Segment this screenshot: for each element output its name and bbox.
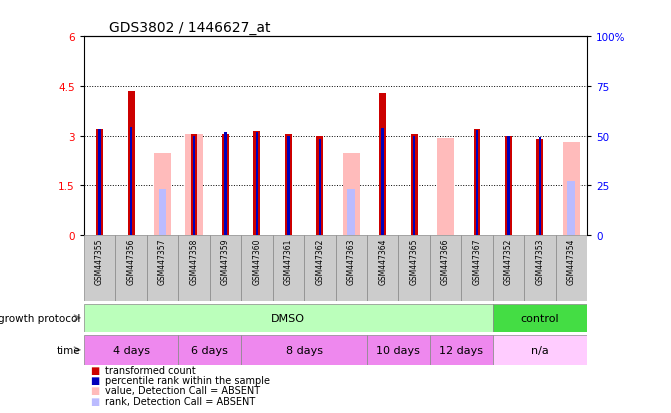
Bar <box>287 136 290 235</box>
Text: GSM447367: GSM447367 <box>472 238 482 285</box>
Bar <box>430 335 493 365</box>
Text: 12 days: 12 days <box>440 345 483 355</box>
Bar <box>505 136 512 235</box>
Bar <box>493 235 524 301</box>
Bar <box>537 140 544 235</box>
Bar <box>379 94 386 235</box>
Bar <box>413 136 415 235</box>
Bar <box>381 129 384 235</box>
Bar <box>193 136 195 235</box>
Bar <box>437 139 454 235</box>
Bar <box>127 92 134 235</box>
Text: control: control <box>521 313 559 323</box>
Bar <box>399 235 430 301</box>
Bar <box>96 130 103 235</box>
Bar <box>84 235 115 301</box>
Bar <box>524 235 556 301</box>
Bar <box>224 132 227 235</box>
Text: GSM447363: GSM447363 <box>347 238 356 285</box>
Text: GSM447352: GSM447352 <box>504 238 513 284</box>
Bar <box>178 335 241 365</box>
Bar <box>185 134 203 235</box>
Bar <box>254 131 260 235</box>
Bar <box>343 154 360 235</box>
Text: GDS3802 / 1446627_at: GDS3802 / 1446627_at <box>109 21 270 35</box>
Bar <box>130 128 132 235</box>
Text: ■: ■ <box>91 375 100 385</box>
Bar <box>191 135 197 235</box>
Bar <box>84 335 178 365</box>
Text: GSM447353: GSM447353 <box>535 238 544 285</box>
Text: transformed count: transformed count <box>105 365 196 375</box>
Bar <box>304 235 336 301</box>
Bar <box>84 304 493 332</box>
Bar <box>493 304 587 332</box>
Text: GSM447365: GSM447365 <box>409 238 419 285</box>
Bar <box>285 135 292 235</box>
Bar <box>367 335 430 365</box>
Bar <box>462 235 493 301</box>
Bar <box>556 235 587 301</box>
Text: n/a: n/a <box>531 345 549 355</box>
Text: GSM447359: GSM447359 <box>221 238 230 285</box>
Text: percentile rank within the sample: percentile rank within the sample <box>105 375 270 385</box>
Bar <box>256 132 258 235</box>
Text: 8 days: 8 days <box>286 345 323 355</box>
Bar <box>336 235 367 301</box>
Bar <box>568 182 575 235</box>
Text: ■: ■ <box>91 396 100 406</box>
Text: DMSO: DMSO <box>271 313 305 323</box>
Bar <box>474 130 480 235</box>
Bar <box>178 235 209 301</box>
Bar <box>319 140 321 235</box>
Bar <box>507 136 510 235</box>
Bar <box>563 142 580 235</box>
Text: growth protocol: growth protocol <box>0 313 81 323</box>
Text: GSM447357: GSM447357 <box>158 238 167 285</box>
Bar <box>367 235 399 301</box>
Bar <box>476 131 478 235</box>
Text: GSM447362: GSM447362 <box>315 238 324 284</box>
Bar <box>147 235 178 301</box>
Text: GSM447360: GSM447360 <box>252 238 262 285</box>
Bar <box>539 138 541 235</box>
Text: GSM447354: GSM447354 <box>567 238 576 285</box>
Bar <box>316 136 323 235</box>
Bar <box>411 135 417 235</box>
Bar <box>115 235 147 301</box>
Bar <box>158 190 166 235</box>
Bar <box>209 235 241 301</box>
Bar <box>241 335 367 365</box>
Text: GSM447361: GSM447361 <box>284 238 293 284</box>
Text: rank, Detection Call = ABSENT: rank, Detection Call = ABSENT <box>105 396 256 406</box>
Text: GSM447356: GSM447356 <box>127 238 136 285</box>
Text: value, Detection Call = ABSENT: value, Detection Call = ABSENT <box>105 385 260 395</box>
Text: 4 days: 4 days <box>113 345 150 355</box>
Bar <box>272 235 304 301</box>
Bar <box>222 135 229 235</box>
Text: GSM447355: GSM447355 <box>95 238 104 285</box>
Bar <box>348 190 355 235</box>
Text: time: time <box>57 345 81 355</box>
Text: ■: ■ <box>91 365 100 375</box>
Bar <box>99 130 101 235</box>
Text: ■: ■ <box>91 385 100 395</box>
Bar <box>241 235 272 301</box>
Text: GSM447364: GSM447364 <box>378 238 387 285</box>
Text: 6 days: 6 days <box>191 345 228 355</box>
Text: 10 days: 10 days <box>376 345 420 355</box>
Text: GSM447358: GSM447358 <box>189 238 199 284</box>
Bar <box>154 154 171 235</box>
Text: GSM447366: GSM447366 <box>441 238 450 285</box>
Bar <box>493 335 587 365</box>
Bar <box>430 235 462 301</box>
